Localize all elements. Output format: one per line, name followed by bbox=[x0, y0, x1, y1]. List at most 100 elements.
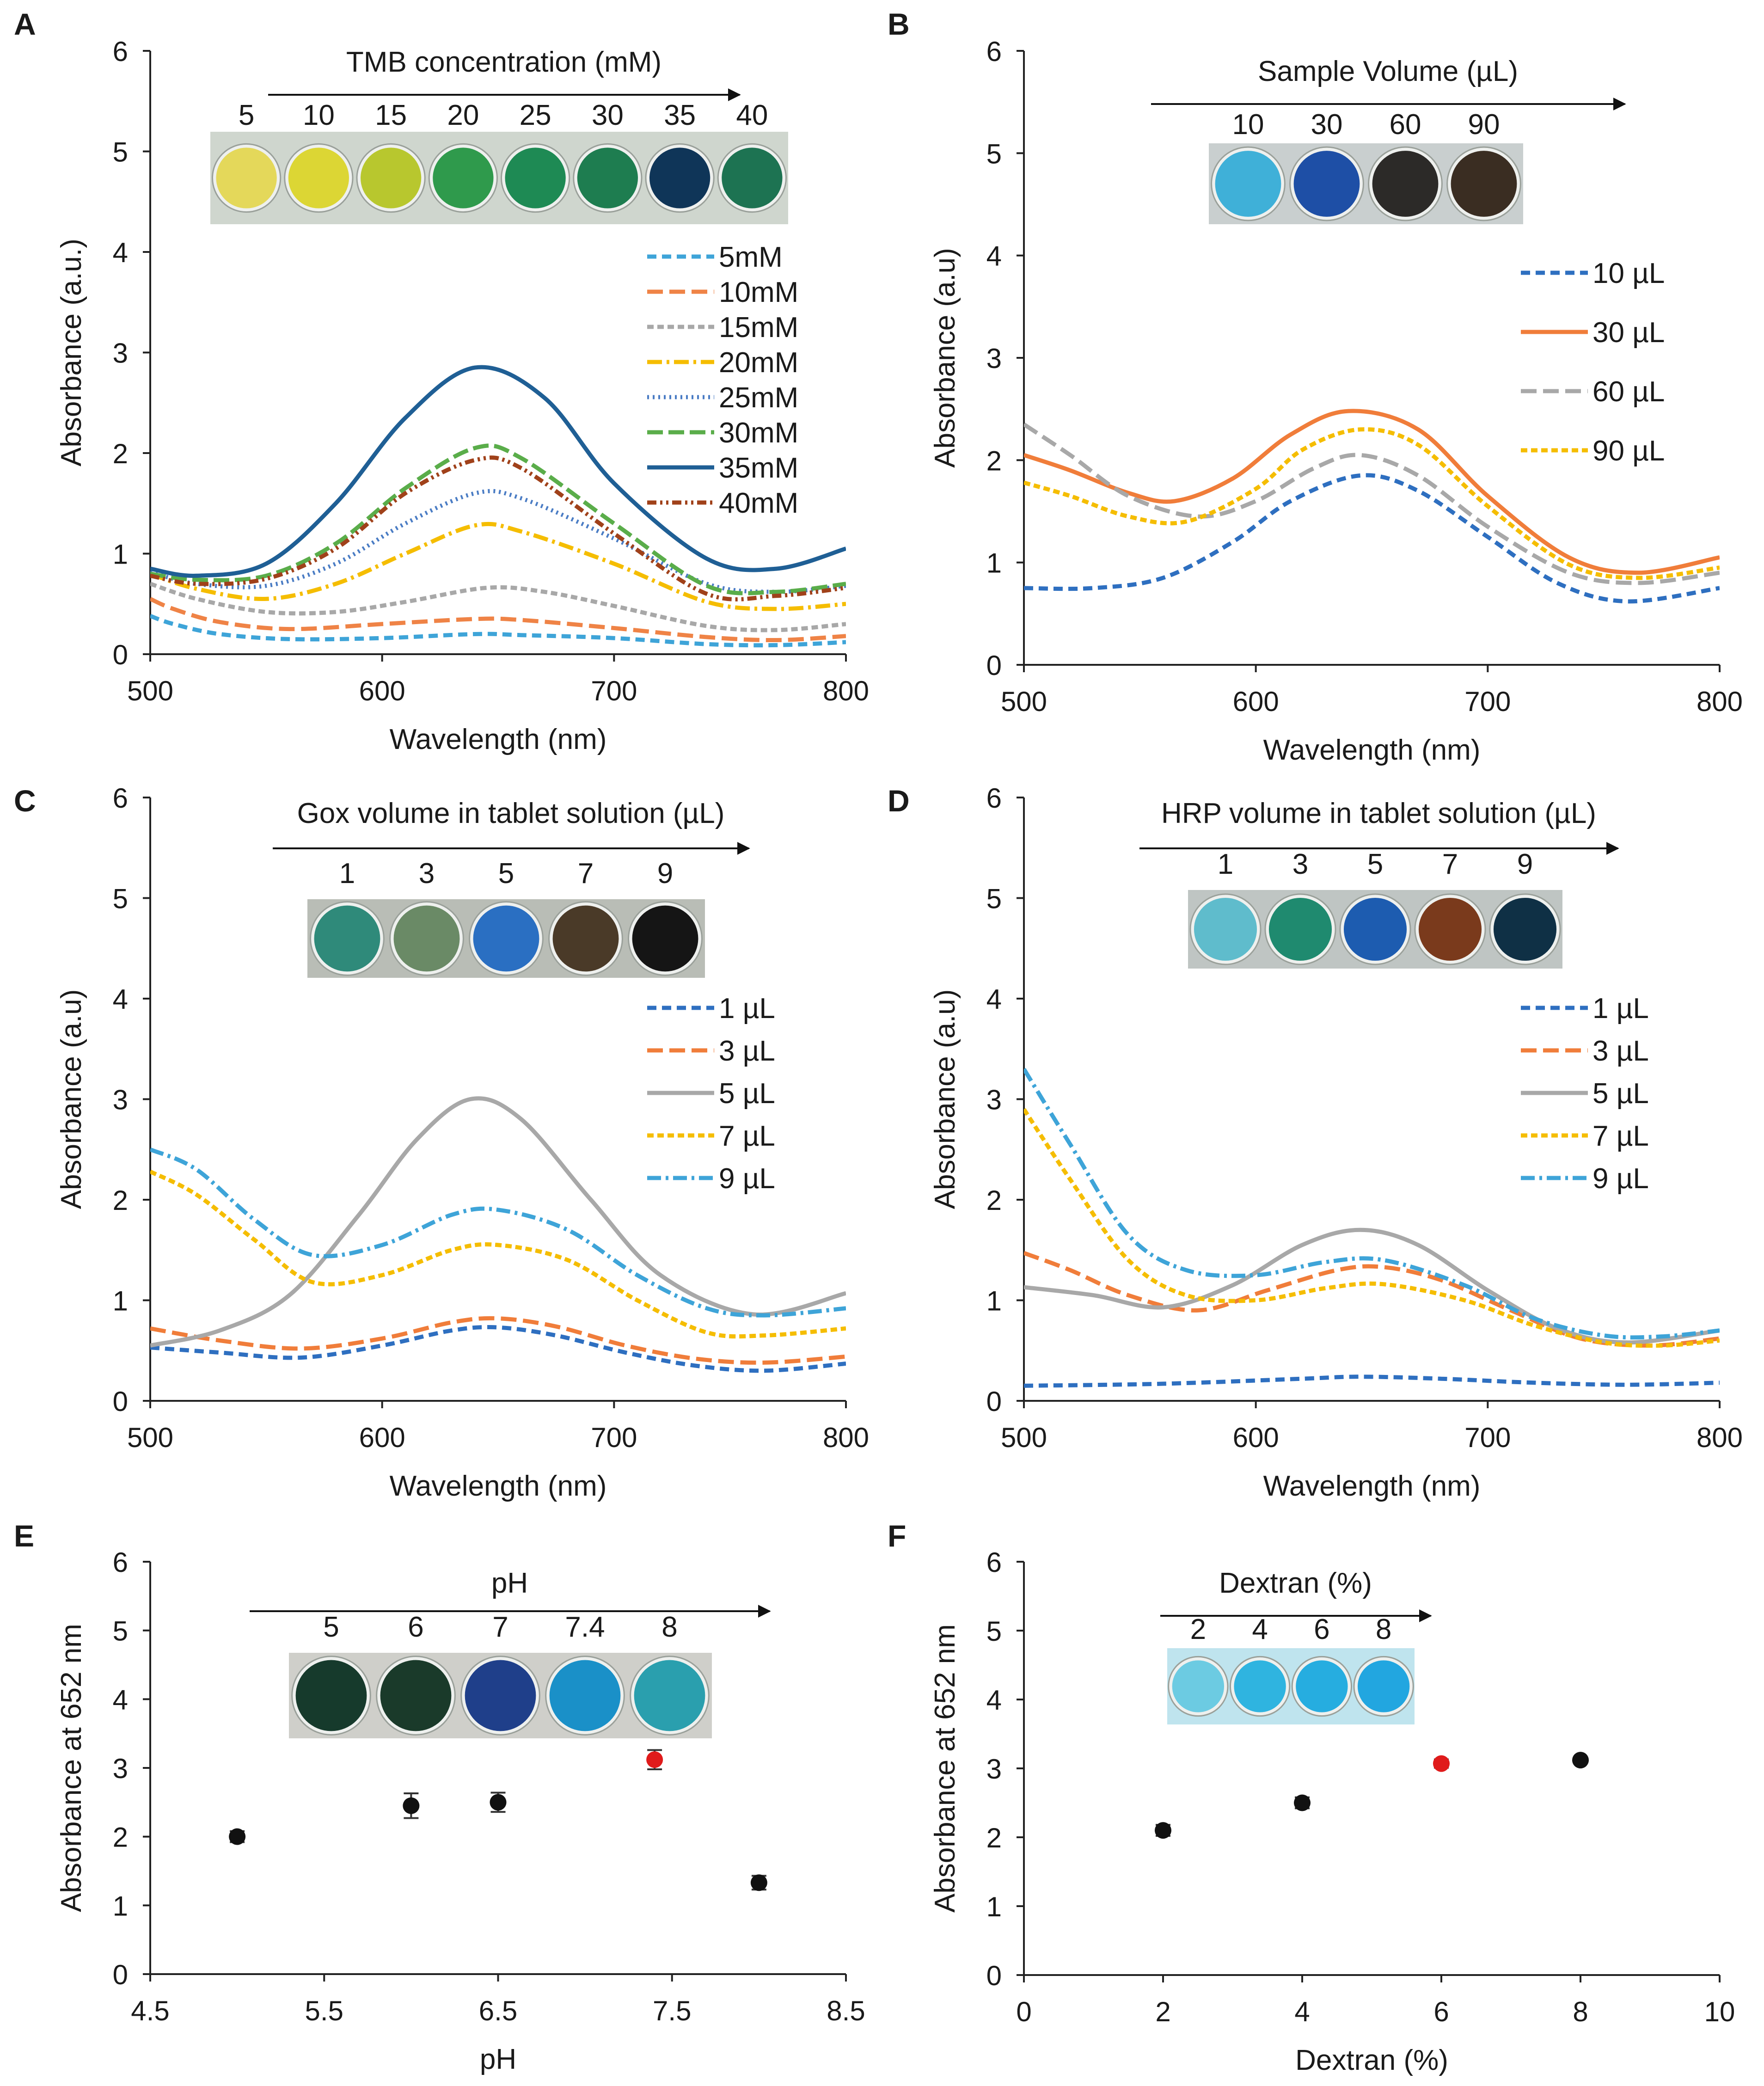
inset-sample-label: 1 bbox=[339, 858, 355, 890]
well-solution bbox=[549, 1660, 621, 1731]
series-line bbox=[1024, 423, 1720, 585]
x-axis-title: pH bbox=[480, 2043, 516, 2075]
y-tick-label: 0 bbox=[113, 1386, 128, 1417]
legend-label: 9 µL bbox=[719, 1163, 775, 1195]
y-tick-label: 5 bbox=[986, 883, 1002, 914]
well-solution bbox=[722, 147, 783, 209]
x-tick-label: 4.5 bbox=[131, 1995, 169, 2026]
panel-e: E 0 1 2 3 4 5 6 4.5 5.5 6.5 7.5 8.5 pH Absorbance at 6… bbox=[14, 1519, 865, 2075]
x-tick-label: 700 bbox=[1464, 686, 1511, 717]
series-group bbox=[150, 365, 846, 648]
inset-sample-label: 6 bbox=[1314, 1614, 1329, 1645]
x-tick-label: 500 bbox=[127, 1422, 173, 1453]
x-tick-label: 6 bbox=[1433, 1996, 1449, 2027]
y-tick-label: 2 bbox=[113, 1822, 128, 1853]
y-tick-label: 4 bbox=[986, 984, 1002, 1015]
x-tick-label: 700 bbox=[591, 1422, 637, 1453]
panel-c: C 0 1 2 3 4 5 6 500 600 700 800 Wavelength (nm) Absor… bbox=[14, 783, 869, 1502]
well-solution bbox=[473, 905, 539, 972]
x-tick-label: 10 bbox=[1704, 1996, 1735, 2027]
well-solution bbox=[1293, 151, 1360, 217]
well-solution bbox=[1215, 151, 1281, 217]
series-line bbox=[1024, 409, 1720, 575]
y-tick-label: 5 bbox=[113, 883, 128, 914]
well-solution bbox=[1296, 1660, 1348, 1712]
series-line bbox=[150, 365, 846, 578]
well-solution bbox=[634, 1660, 705, 1731]
y-tick-label: 1 bbox=[986, 1891, 1002, 1922]
well-solution bbox=[1268, 897, 1332, 961]
inset-sample-label: 30 bbox=[1311, 109, 1343, 141]
legend-label: 35mM bbox=[719, 452, 798, 484]
legend-label: 40mM bbox=[719, 487, 798, 519]
x-tick-label: 500 bbox=[127, 675, 173, 706]
inset-sample-label: 15 bbox=[375, 99, 407, 131]
y-tick-label: 0 bbox=[986, 1960, 1002, 1991]
well-solution bbox=[552, 905, 619, 972]
series-line bbox=[1024, 427, 1720, 580]
y-axis-title: Absorbance (a.u) bbox=[55, 989, 87, 1209]
y-tick-label: 6 bbox=[113, 36, 128, 67]
inset-sample-label: 40 bbox=[736, 99, 768, 131]
series-group bbox=[1024, 409, 1720, 604]
y-axis-title: Absorbance (a.u.) bbox=[55, 239, 87, 466]
inset-sample-label: 2 bbox=[1190, 1614, 1206, 1645]
y-tick-label: 1 bbox=[113, 1286, 128, 1317]
data-point bbox=[1433, 1755, 1450, 1772]
y-tick-label: 1 bbox=[113, 539, 128, 570]
series-line bbox=[150, 1316, 846, 1365]
series-line bbox=[1024, 1374, 1720, 1388]
well-solution bbox=[1451, 151, 1517, 217]
x-axis-title: Wavelength (nm) bbox=[390, 1470, 607, 1502]
legend-label: 5mM bbox=[719, 241, 783, 273]
y-tick-label: 0 bbox=[113, 1959, 128, 1990]
inset-title: TMB concentration (mM) bbox=[346, 46, 662, 78]
y-tick-label: 1 bbox=[986, 548, 1002, 579]
inset-sample-label: 7 bbox=[1442, 848, 1458, 880]
inset-sample-label: 90 bbox=[1468, 109, 1500, 141]
legend-label: 30mM bbox=[719, 417, 798, 449]
y-tick-label: 5 bbox=[986, 138, 1002, 169]
inset-photo bbox=[1188, 890, 1562, 969]
y-tick-label: 3 bbox=[113, 1085, 128, 1116]
legend-label: 60 µL bbox=[1592, 376, 1665, 408]
inset-sample-label: 7.4 bbox=[565, 1611, 605, 1643]
well-solution bbox=[288, 147, 349, 209]
inset-sample-label: 60 bbox=[1390, 109, 1421, 141]
panel-label: F bbox=[888, 1519, 906, 1553]
inset-sample-label: 10 bbox=[1232, 109, 1264, 141]
x-tick-label: 2 bbox=[1155, 1996, 1170, 2027]
series-line bbox=[1024, 1108, 1720, 1348]
well-solution bbox=[1234, 1660, 1286, 1712]
inset-sample-label: 9 bbox=[657, 858, 673, 890]
x-tick-label: 600 bbox=[1233, 1422, 1279, 1453]
well-solution bbox=[295, 1660, 367, 1731]
y-tick-label: 6 bbox=[986, 1547, 1002, 1578]
series-line bbox=[150, 455, 846, 601]
legend-label: 3 µL bbox=[1592, 1035, 1649, 1067]
inset-sample-label: 25 bbox=[520, 99, 551, 131]
y-tick-label: 2 bbox=[986, 1822, 1002, 1853]
y-tick-label: 6 bbox=[986, 36, 1002, 67]
well-solution bbox=[380, 1660, 452, 1731]
series-line bbox=[150, 1170, 846, 1339]
series-line bbox=[150, 1325, 846, 1373]
y-tick-label: 5 bbox=[986, 1616, 1002, 1647]
well-solution bbox=[649, 147, 710, 209]
legend-label: 25mM bbox=[719, 382, 798, 414]
inset-photo bbox=[1167, 1648, 1415, 1724]
y-tick-label: 4 bbox=[986, 241, 1002, 272]
inset-sample-label: 5 bbox=[239, 99, 254, 131]
data-point bbox=[1572, 1752, 1589, 1769]
well-solution bbox=[314, 905, 380, 972]
series-line bbox=[1024, 1227, 1720, 1345]
y-tick-label: 5 bbox=[113, 137, 128, 168]
x-axis-title: Wavelength (nm) bbox=[390, 724, 607, 755]
x-axis-title: Dextran (%) bbox=[1295, 2044, 1448, 2076]
legend-label: 10mM bbox=[719, 276, 798, 308]
well-solution bbox=[577, 147, 638, 209]
y-tick-label: 1 bbox=[113, 1890, 128, 1921]
inset-sample-label: 20 bbox=[447, 99, 479, 131]
series-line bbox=[150, 1096, 846, 1348]
